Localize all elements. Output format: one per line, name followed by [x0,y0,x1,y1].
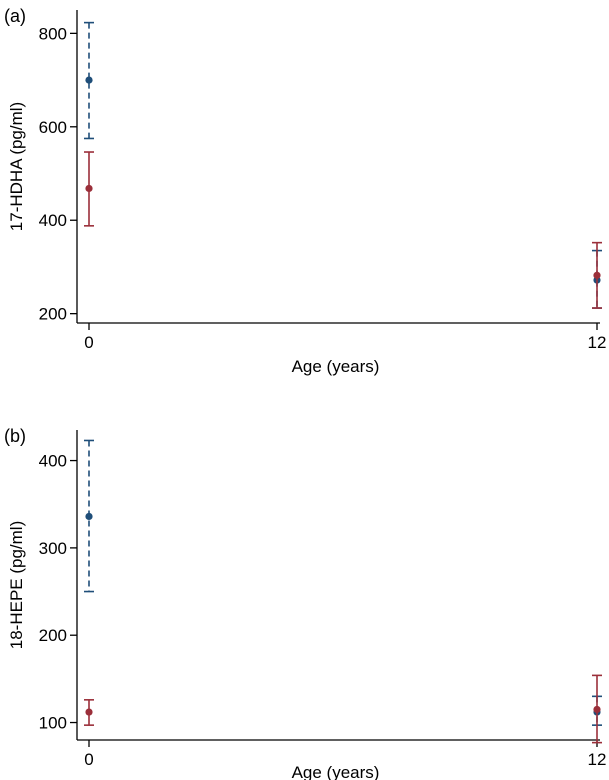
data-point [85,76,93,84]
panel-label: (a) [4,6,26,26]
panel-label: (b) [4,426,26,446]
series-red [84,151,602,309]
data-point [85,708,93,716]
x-tick-label: 0 [84,333,93,352]
y-tick-label: 200 [39,305,67,324]
x-tick-label: 12 [588,333,607,352]
y-axis-label: 17-HDHA (pg/ml) [7,102,26,231]
x-tick-label: 12 [588,750,607,769]
data-point [593,705,601,714]
y-tick-label: 300 [39,539,67,558]
series-blue [84,439,602,726]
series-blue [84,21,602,309]
x-tick-label: 0 [84,750,93,769]
x-axis-label: Age (years) [292,357,380,376]
panel-b: (b) 100 200 300 400 0 12 18-HEPE (pg/ml) Age (ye… [4,426,606,780]
y-axis-label: 18-HEPE (pg/ml) [7,521,26,649]
data-point [85,184,93,193]
data-point [593,271,601,279]
y-tick-label: 600 [39,118,67,137]
panel-a: (a) 200 400 600 800 0 12 17-HDHA (pg/ml) Age (ye… [4,6,606,376]
y-tick-label: 800 [39,24,67,43]
y-tick-label: 100 [39,714,67,733]
y-tick-label: 400 [39,211,67,230]
data-point [85,512,93,521]
y-tick-label: 200 [39,626,67,645]
x-axis-label: Age (years) [292,763,380,780]
series-red [84,674,602,744]
y-tick-label: 400 [39,452,67,471]
